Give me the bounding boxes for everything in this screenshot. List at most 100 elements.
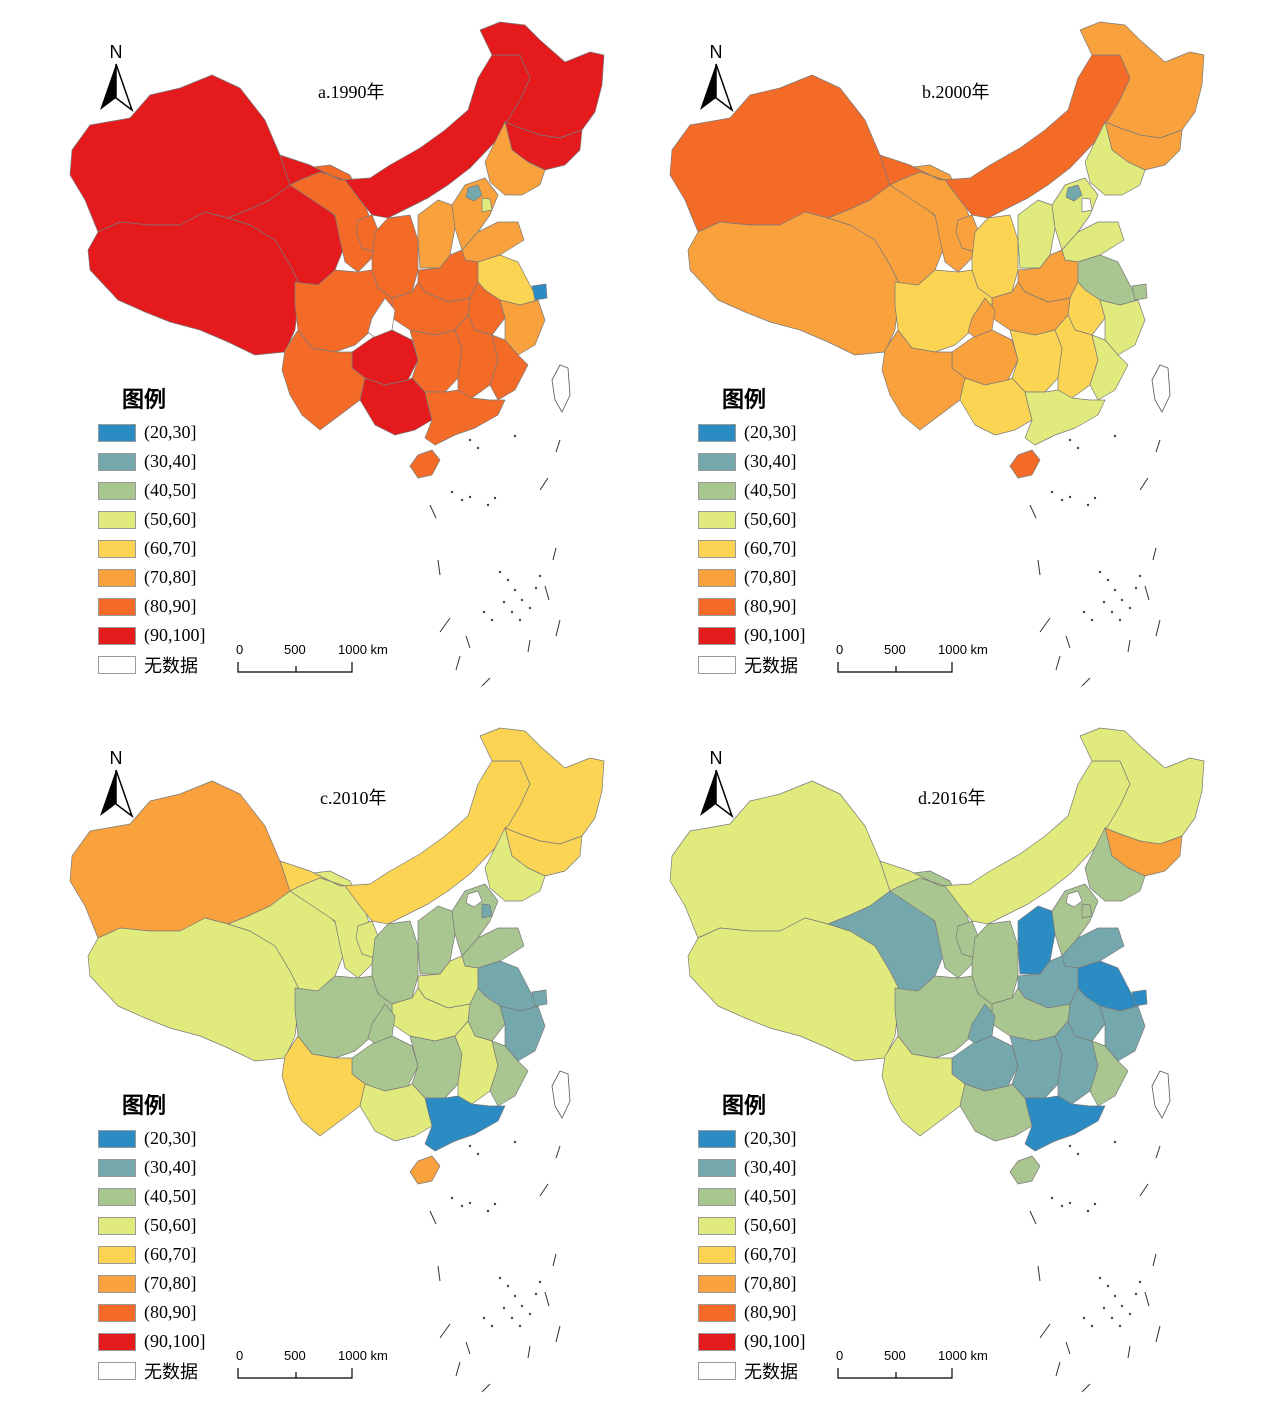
region-zhejiang: [1099, 299, 1146, 356]
legend-swatch: [698, 626, 736, 645]
island-dot: [510, 1316, 514, 1320]
island-dot: [493, 496, 497, 500]
region-taiwan: [1151, 1070, 1171, 1119]
region-fujian: [489, 334, 529, 401]
legend-label: (90,100]: [744, 1331, 806, 1351]
legend-swatch: [98, 1187, 136, 1206]
boundary-segment: [1155, 439, 1161, 453]
legend-label: (20,30]: [144, 1128, 197, 1148]
island-dot: [528, 606, 532, 610]
boundary-segment: [1155, 1145, 1161, 1159]
north-arrow: N: [96, 748, 136, 818]
scale-bar-line: [237, 1368, 353, 1379]
legend-label: 无数据: [144, 655, 198, 676]
legend-item: (30,40]: [698, 1153, 806, 1182]
island-dot: [1076, 446, 1080, 450]
legend-item: (40,50]: [698, 476, 806, 505]
region-hebei: [1051, 177, 1099, 251]
scale-tick-label: 1000 km: [338, 1348, 388, 1363]
north-arrow-icon: [100, 63, 134, 112]
north-arrow-icon: [700, 63, 734, 112]
region-shaanxi: [971, 214, 1019, 299]
legend-label: (60,70]: [744, 538, 797, 558]
region-yunnan: [881, 1035, 966, 1137]
region-hainan: [1009, 1155, 1041, 1185]
legend-swatch: [98, 655, 136, 674]
island-dot: [520, 598, 524, 602]
legend-label: (40,50]: [744, 1186, 797, 1206]
island-dot: [538, 1280, 542, 1284]
north-label: N: [109, 42, 123, 62]
island-dot: [1090, 1324, 1094, 1328]
island-dot: [1138, 1280, 1142, 1284]
legend-swatch: [698, 481, 736, 500]
island-dot: [1093, 496, 1097, 500]
panel-title: a.1990年: [318, 82, 385, 102]
island-dot: [1093, 1202, 1097, 1206]
scale-bar: 0 500 1000 km: [234, 642, 424, 682]
island-dot: [1118, 1324, 1122, 1328]
scale-bar: 0 500 1000 km: [834, 642, 1024, 682]
legend-label: (80,90]: [144, 596, 197, 616]
island-dot: [1128, 1312, 1132, 1316]
legend-swatch: [698, 423, 736, 442]
boundary-segment: [1127, 1345, 1131, 1359]
island-dot: [520, 1304, 524, 1308]
panel-title: c.2010年: [320, 788, 387, 808]
island-dot: [482, 1316, 486, 1320]
boundary-segment: [552, 547, 557, 561]
legend-item: (20,30]: [698, 1124, 806, 1153]
region-fujian: [1089, 334, 1129, 401]
legend-title: 图例: [122, 1093, 167, 1119]
island-dot: [1086, 1209, 1090, 1213]
region-guangxi: [359, 377, 433, 436]
legend-label: (40,50]: [144, 1186, 197, 1206]
region-taiwan: [1151, 364, 1171, 413]
legend-item: (70,80]: [98, 1269, 206, 1298]
legend-label: (50,60]: [744, 509, 797, 529]
legend-swatch: [98, 568, 136, 587]
region-yunnan: [881, 329, 966, 431]
legend-item: (40,50]: [698, 1182, 806, 1211]
legend-swatch: [698, 1187, 736, 1206]
boundary-segment: [1029, 504, 1037, 519]
island-dot: [486, 1209, 490, 1213]
scale-tick-label: 500: [884, 1348, 906, 1363]
legend-label: (70,80]: [144, 567, 197, 587]
island-dot: [1050, 490, 1054, 494]
legend-swatch: [698, 655, 736, 674]
legend-swatch: [98, 1274, 136, 1293]
boundary-segment: [1144, 1291, 1150, 1307]
legend-item: (20,30]: [98, 418, 206, 447]
island-dot: [518, 618, 522, 622]
legend: 图例 (20,30] (30,40] (40,50] (50,60] (60,70] (70…: [98, 386, 206, 679]
legend-swatch: [698, 1158, 736, 1177]
region-taiwan: [551, 364, 571, 413]
legend-label: (50,60]: [144, 509, 197, 529]
legend-swatch: [698, 597, 736, 616]
island-dot: [1106, 578, 1110, 582]
boundary-segment: [429, 1210, 437, 1225]
north-arrow: N: [696, 748, 736, 818]
scale-tick-label: 500: [884, 642, 906, 657]
boundary-segment: [527, 639, 531, 653]
region-hainan: [409, 449, 441, 479]
legend-label: (30,40]: [144, 451, 197, 471]
legend-label: 无数据: [744, 1361, 798, 1382]
boundary-segment: [1155, 1325, 1161, 1343]
legend-title: 图例: [722, 1093, 767, 1119]
island-dot: [1110, 1316, 1114, 1320]
island-dot: [482, 610, 486, 614]
island-dot: [506, 578, 510, 582]
region-heilongjiang: [479, 21, 605, 139]
legend-label: (90,100]: [744, 625, 806, 645]
region-tibet: [87, 211, 301, 356]
boundary-segment: [465, 1341, 471, 1355]
legend-swatch: [98, 1332, 136, 1351]
island-dot: [1102, 1306, 1106, 1310]
region-hubei: [391, 281, 471, 336]
scale-tick-label: 0: [236, 642, 244, 657]
legend-swatch: [98, 510, 136, 529]
region-guangxi: [959, 1083, 1033, 1142]
scale-bar: 0 500 1000 km: [234, 1348, 424, 1388]
